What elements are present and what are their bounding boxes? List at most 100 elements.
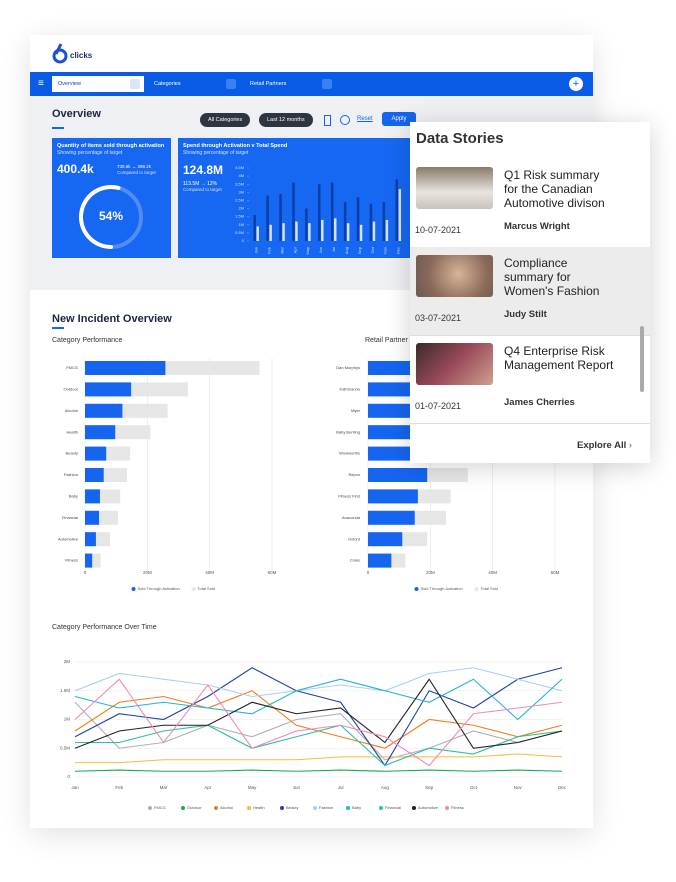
x-tick-label: May [305, 247, 310, 255]
x-tick-label: Apr [292, 246, 297, 253]
line [74, 678, 563, 721]
bar [368, 510, 415, 525]
panel-title: Data Stories [416, 130, 504, 147]
legend-swatch [214, 806, 218, 810]
x-tick-label: Feb [266, 246, 271, 254]
chevron [130, 79, 140, 89]
bar [279, 193, 282, 241]
bar [85, 532, 96, 547]
y-tick-label: 1M [238, 222, 244, 227]
x-tick-label: Jan [71, 785, 79, 790]
x-tick-label: Mar [279, 246, 284, 254]
story-image [416, 255, 493, 297]
bar [368, 553, 392, 568]
legend-label: Financial [385, 805, 401, 810]
kpi-card [52, 138, 171, 258]
story-image [416, 167, 493, 209]
filter[interactable]: Last 12 months [259, 113, 313, 127]
bar [356, 197, 360, 241]
reset-link[interactable]: Reset [357, 116, 373, 122]
x-tick-label: Jul [338, 785, 344, 790]
nav-tab[interactable]: Categories [148, 76, 240, 92]
nav-label: Categories [154, 81, 181, 87]
kpi-title: Spend through Activation v Total Spend [183, 143, 288, 149]
x-tick-label: Dec [558, 785, 567, 790]
bar [343, 202, 347, 241]
y-tick-label: Kathmandu [340, 386, 360, 391]
data-stories-panel: Data Stories Q1 Risk summary for the Can… [410, 122, 650, 463]
y-tick-label: 3M [238, 189, 244, 194]
y-tick-label: 3.5M [235, 181, 244, 186]
bar [85, 403, 123, 418]
title-underline [52, 327, 64, 329]
bar [85, 425, 116, 440]
y-tick-label: Health [66, 429, 78, 434]
story-author: James Cherries [504, 397, 575, 408]
story-date: 01-07-2021 [415, 401, 462, 411]
legend-label: Alcohol [220, 805, 233, 810]
y-tick-label: Automotive [58, 536, 79, 541]
explore-link[interactable]: Explore All › [577, 440, 633, 451]
x-tick-label: 20M [426, 570, 435, 575]
logo[interactable]: clicks [52, 42, 112, 71]
x-tick-label: May [248, 785, 257, 790]
y-tick-label: 1.5M [235, 214, 244, 219]
nav-bar: ≡ Overview Categories Retail Partners + [30, 72, 593, 96]
story-author: Judy Stilt [504, 309, 547, 320]
scrollbar[interactable] [640, 326, 644, 392]
kpi-compare: 730.6k → 398.2k [117, 164, 152, 169]
add-button[interactable]: + [569, 77, 583, 91]
y-tick-label: Anaconda [342, 515, 361, 520]
legend-label: Total Sold [198, 586, 216, 591]
y-tick-label: Fitness [65, 558, 78, 563]
y-tick-label: 1.5M [60, 688, 70, 693]
chart-title: Category Performance Over Time [52, 624, 157, 631]
line [74, 678, 563, 767]
y-tick-label: 2.5M [235, 198, 244, 203]
bar [266, 195, 269, 241]
y-tick-label: Myer [351, 408, 361, 413]
kpi-subtitle: Showing percentage of target [57, 150, 123, 156]
legend-swatch [148, 806, 152, 810]
y-tick-label: Coles [350, 558, 360, 563]
kpi-compare: 113.5M → 12% [183, 181, 218, 187]
story-date: 03-07-2021 [415, 313, 462, 323]
filter[interactable]: All Categories [200, 113, 251, 127]
legend-label: Total Sold [481, 586, 499, 591]
bar [318, 184, 321, 241]
legend-swatch [280, 806, 284, 810]
y-tick-label: Baby Bunting [336, 429, 360, 434]
x-tick-label: Nov [383, 247, 388, 254]
kpi-title: Quantity of items sold through activatio… [57, 143, 165, 149]
story[interactable]: Compliance summary for Women's Fashion 0… [410, 247, 650, 336]
story-author: Marcus Wright [504, 221, 570, 232]
bar [85, 446, 107, 461]
kpi-value: 400.4k [57, 162, 94, 176]
story-title: Q1 Risk summary for the Canadian Automot… [504, 168, 605, 210]
y-tick-label: 0 [242, 238, 245, 243]
x-tick-label: Apr [204, 785, 212, 790]
x-tick-label: 20M [143, 570, 152, 575]
bookmark-icon[interactable] [324, 115, 331, 126]
kpi-compare-label: Compared to target [183, 187, 222, 192]
story[interactable]: Q1 Risk summary for the Canadian Automot… [410, 159, 650, 248]
menu-icon[interactable]: ≡ [38, 78, 44, 89]
nav-tab[interactable]: Retail Partners [244, 76, 336, 92]
y-tick-label: FMCG [66, 365, 78, 370]
chart-title: Category Performance [52, 337, 123, 344]
x-tick-label: 0 [367, 570, 370, 575]
legend-label: Beauty [286, 805, 298, 810]
legend-swatch [414, 587, 419, 591]
x-tick-label: Oct [370, 246, 375, 253]
nav-tab[interactable]: Overview [52, 76, 144, 92]
legend-swatch [247, 806, 251, 810]
story[interactable]: Q4 Enterprise Risk Management Report 01-… [410, 335, 650, 424]
bar [305, 208, 308, 241]
legend-label: Sold Through Activation [421, 586, 463, 591]
x-tick-label: Jun [293, 785, 301, 790]
legend-label: Sold Through Activation [138, 586, 180, 591]
refresh-icon[interactable] [340, 115, 350, 125]
legend-label: Automotive [418, 805, 439, 810]
apply-button[interactable]: Apply [382, 112, 416, 126]
x-tick-label: Nov [514, 785, 523, 790]
